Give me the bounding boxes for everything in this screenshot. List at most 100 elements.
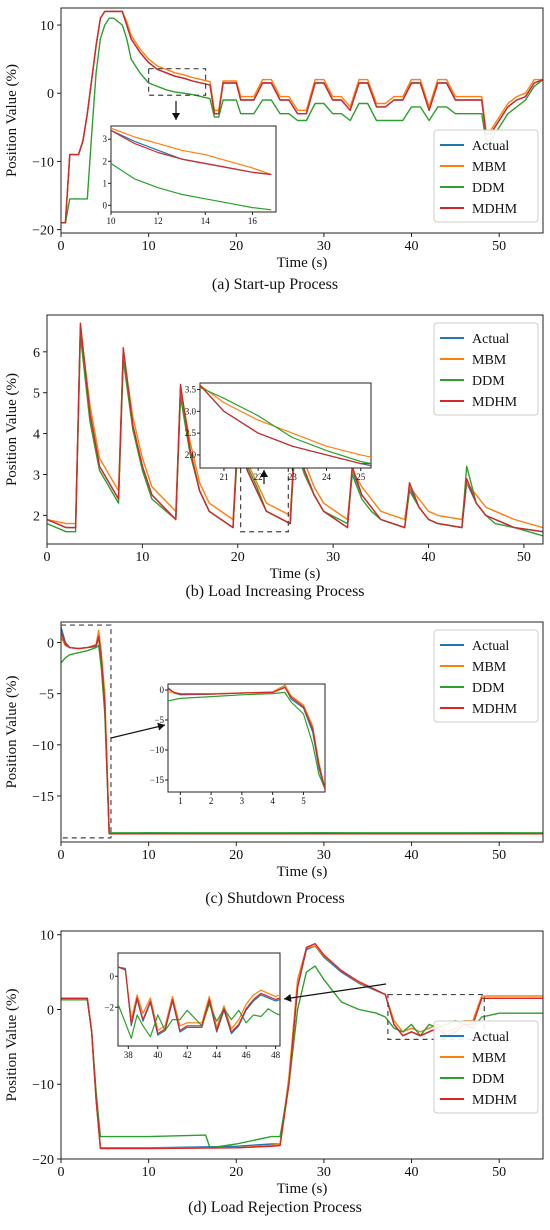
legend-box: [433, 629, 539, 723]
inset-x-tick-label: 4: [270, 796, 275, 806]
y-tick-label: −15: [32, 790, 54, 805]
x-tick-label: 50: [492, 239, 506, 254]
inset-y-tick-label: −2: [104, 1002, 114, 1012]
inset-series-line-mbm: [118, 966, 280, 1032]
inset-x-tick-label: 1: [178, 796, 183, 806]
legend: Actual MBM DDM MDHM: [433, 629, 539, 723]
x-tick-label: 0: [58, 1165, 65, 1180]
y-tick-label: −10: [32, 1078, 54, 1093]
inset-x-tick-label: 25: [356, 472, 366, 482]
inset-series-line-ddm: [111, 162, 272, 211]
chart-caption: (c) Shutdown Process: [205, 890, 345, 907]
inset-series-line-mbm: [200, 384, 371, 458]
legend: Actual MBM DDM MDHM: [433, 322, 539, 416]
plot-area: [61, 10, 543, 224]
x-tick-label: 20: [229, 239, 243, 254]
inset-series-line-mdhm: [118, 966, 280, 1035]
legend-label: DDM: [472, 374, 505, 389]
series-line-mdhm: [61, 631, 543, 835]
legend: Actual MBM DDM MDHM: [433, 129, 539, 223]
inset-x-tick-label: 14: [201, 216, 211, 226]
zoom-arrow-head: [157, 722, 165, 731]
legend-label: DDM: [472, 1072, 505, 1087]
legend-label: MBM: [472, 1051, 507, 1066]
inset-plot-area: [200, 384, 371, 467]
inset-y-tick-label: 2.0: [185, 450, 197, 460]
inset-x-tick-label: 12: [154, 216, 163, 226]
zoom-arrow: [283, 983, 387, 1000]
inset-chart: 21 22 23 24 25 3.5 3.0 2.5 2.0: [185, 382, 372, 482]
legend-box: [433, 129, 539, 223]
x-tick-label: 50: [492, 848, 506, 863]
y-tick-label: 5: [33, 387, 40, 402]
legend-label: MBM: [472, 660, 507, 675]
legend-label: Actual: [472, 639, 509, 654]
x-tick-label: 10: [142, 1165, 156, 1180]
plot-frame: [46, 314, 544, 545]
y-tick-label: 0: [47, 1003, 54, 1018]
inset-x-tick-label: 38: [124, 1050, 134, 1060]
inset-series-line-mdhm: [200, 384, 371, 465]
zoom-arrow-head: [172, 113, 180, 120]
zoom-source-box: [148, 68, 207, 96]
x-tick-label: 0: [58, 239, 65, 254]
x-tick-label: 30: [317, 239, 331, 254]
legend-label: MDHM: [472, 702, 518, 717]
inset-y-tick-label: −10: [150, 745, 165, 755]
legend-label: Actual: [472, 1030, 509, 1045]
zoom-source-box: [60, 624, 112, 839]
y-tick-label: 0: [47, 87, 54, 102]
series-line-mdhm: [47, 322, 543, 533]
inset-y-tick-label: 3: [103, 134, 108, 144]
chart-caption: (b) Load Increasing Process: [185, 583, 365, 600]
inset-y-tick-label: 0: [160, 685, 165, 695]
chart-panel-load-increasing: 0 10 20 30 40 50 6 5 4 3 2 Time (s) Position Value (…: [0, 307, 550, 614]
x-tick-label: 30: [317, 1165, 331, 1180]
x-tick-label: 0: [58, 848, 65, 863]
x-tick-label: 0: [44, 550, 51, 565]
legend-label: Actual: [472, 139, 509, 154]
series-line-ddm: [61, 17, 543, 224]
legend-box: [433, 1020, 539, 1114]
x-axis-label: Time (s): [277, 255, 328, 271]
inset-plot-area: [111, 127, 272, 211]
legend-label: MBM: [472, 160, 507, 175]
x-tick-label: 30: [326, 550, 340, 565]
x-tick-label: 10: [135, 550, 149, 565]
y-axis-label: Position Value (%): [4, 675, 20, 788]
legend-label: DDM: [472, 181, 505, 196]
legend-label: MBM: [472, 353, 507, 368]
x-tick-label: 10: [142, 848, 156, 863]
chart-panel-load-rejection: 0 10 20 30 40 50 10 0 −10 −20 Time (s) Position Val…: [0, 921, 550, 1228]
inset-frame: [199, 382, 372, 469]
inset-x-tick-label: 46: [242, 1050, 252, 1060]
inset-x-tick-label: 44: [212, 1050, 222, 1060]
zoom-arrow-head: [260, 470, 268, 477]
inset-frame: [167, 683, 326, 793]
inset-y-tick-label: 2: [103, 156, 108, 166]
x-tick-label: 40: [405, 1165, 419, 1180]
x-axis-label: Time (s): [277, 864, 328, 880]
x-tick-label: 10: [142, 239, 156, 254]
inset-y-tick-label: 0: [110, 971, 115, 981]
x-tick-label: 20: [229, 1165, 243, 1180]
y-tick-label: 2: [33, 509, 40, 524]
zoom-arrow: [110, 724, 166, 739]
y-tick-label: 0: [47, 636, 54, 651]
inset-series-line-mdhm: [111, 129, 272, 176]
y-tick-label: 10: [40, 929, 54, 944]
y-tick-label: −20: [32, 224, 54, 239]
inset-x-tick-label: 42: [183, 1050, 192, 1060]
y-tick-label: 6: [33, 346, 40, 361]
y-tick-label: −10: [32, 739, 54, 754]
plot-frame: [60, 7, 544, 234]
inset-x-tick-label: 23: [288, 472, 298, 482]
inset-y-tick-label: 1: [103, 178, 108, 188]
y-axis-label: Position Value (%): [4, 64, 20, 177]
inset-x-tick-label: 10: [107, 216, 117, 226]
inset-chart: 38 40 42 44 46 48 0 −2: [104, 952, 281, 1060]
x-tick-label: 20: [229, 848, 243, 863]
